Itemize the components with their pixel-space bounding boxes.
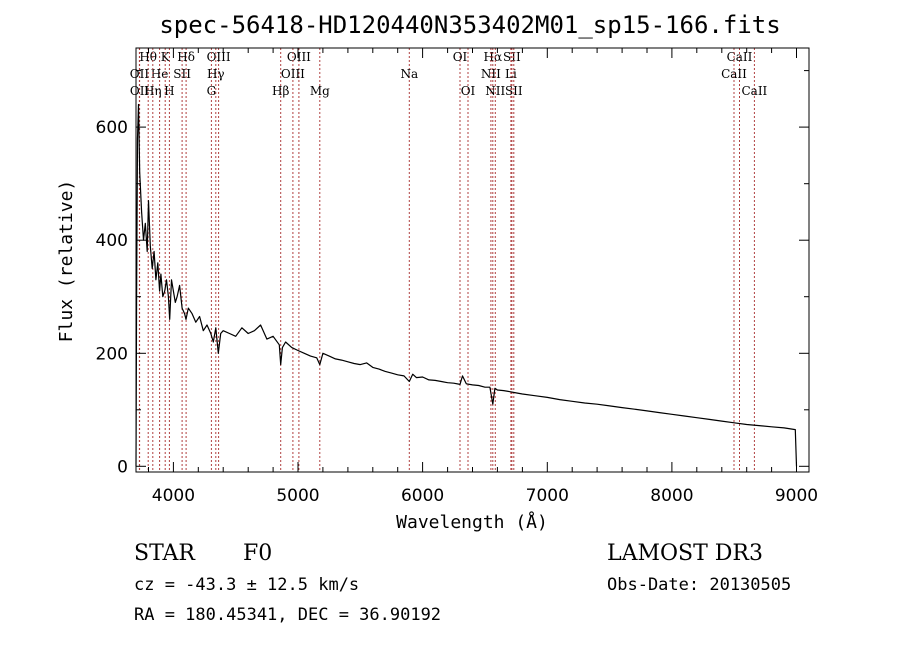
line-marker-label: OII [130,84,150,98]
plot-frame [135,47,810,473]
chart-title: spec-56418-HD120440N353402M01_sp15-166.f… [159,11,780,39]
line-marker-label: K [161,50,171,64]
line-marker-label: Na [400,67,418,81]
x-axis-label: Wavelength (Å) [396,511,548,533]
x-tick-label: 4000 [152,486,195,506]
line-marker-label: Hδ [177,50,195,64]
line-marker-label: OIII [287,50,311,64]
line-marker-label: Li [505,67,517,81]
line-marker-label: SII [173,67,191,81]
survey-name: LAMOST DR3 [607,541,763,566]
coordinates: RA = 180.45341, DEC = 36.90192 [134,605,441,625]
object-class: STAR [134,541,196,566]
y-tick-label: 0 [117,457,128,477]
y-axis: 0 200 400 600 [96,70,809,477]
x-tick-label: 7000 [526,486,569,506]
line-marker-label: SII [503,50,521,64]
line-marker-label: CaII [721,67,747,81]
line-marker-label: Hη [144,84,162,98]
line-marker-label: Hα [484,50,503,64]
line-marker-label: Hβ [272,84,289,98]
x-axis: 4000 5000 6000 7000 8000 9000 [148,48,818,506]
line-marker-label: OI [453,50,468,64]
x-tick-label: 5000 [276,486,319,506]
x-tick-label: 9000 [775,486,818,506]
line-marker-label: Mg [310,84,330,98]
y-tick-label: 400 [96,231,128,251]
x-tick-label: 8000 [650,486,693,506]
obs-date: Obs-Date: 20130505 [607,575,791,595]
line-marker-label: OIII [281,67,305,81]
line-marker-label: CaII [727,50,753,64]
line-marker-label: He [151,67,169,81]
y-axis-label: Flux (relative) [56,180,77,343]
subclass: F0 [243,541,272,566]
line-marker-label: OIII [207,50,231,64]
spectrum-line [135,103,798,467]
redshift-info: cz = -43.3 ± 12.5 km/s [134,575,359,595]
line-marker-label: NII [485,84,505,98]
line-marker-label: OI [461,84,476,98]
y-tick-label: 600 [96,118,128,138]
line-marker-label: CaII [741,84,767,98]
line-marker-label: G [207,84,217,98]
series-group [135,103,798,467]
line-marker-label: SII [505,84,523,98]
x-tick-label: 6000 [401,486,444,506]
y-tick-label: 200 [96,344,128,364]
line-marker-label: H [164,84,174,98]
line-marker-label: NII [481,67,501,81]
line-marker-label: Hγ [207,67,225,81]
